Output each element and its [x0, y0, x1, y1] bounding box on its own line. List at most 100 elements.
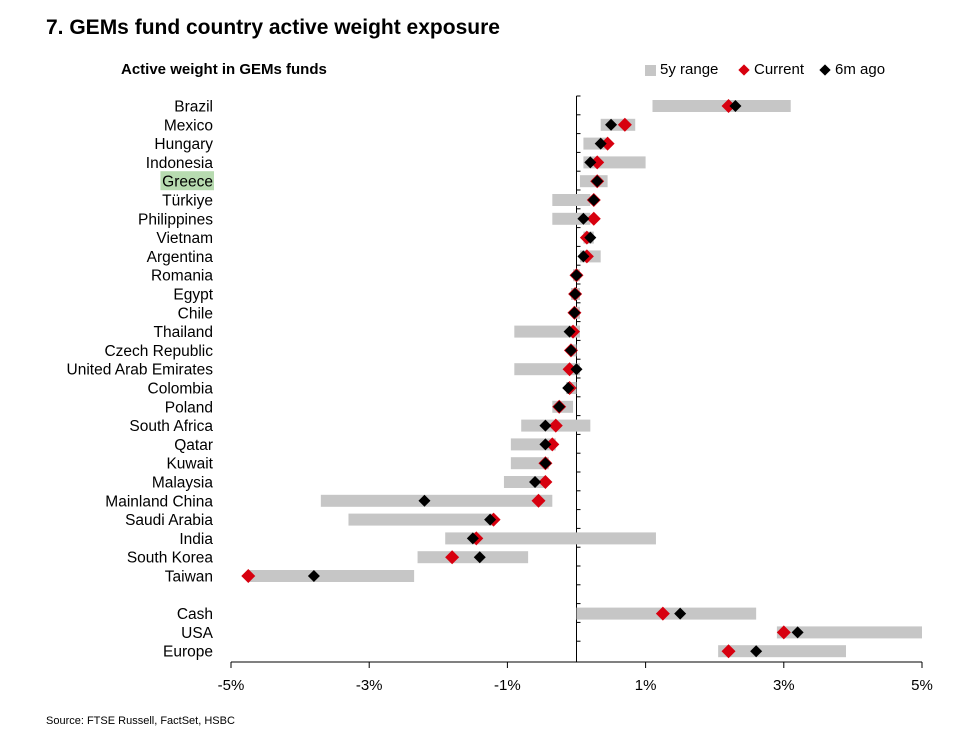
current-marker-malaysia — [538, 475, 553, 489]
current-marker-united-arab-emirates — [562, 362, 577, 377]
prior-marker-south-korea — [473, 551, 486, 564]
range-bar-kuwait — [510, 457, 549, 470]
prior-marker-brazil — [729, 100, 742, 112]
legend-range-label: 5y range — [660, 61, 719, 78]
category-label-malaysia: Malaysia — [152, 475, 214, 492]
category-label-united-arab-emirates: United Arab Emirates — [67, 362, 214, 379]
prior-marker-romania — [570, 269, 583, 282]
prior-marker-qatar — [539, 438, 552, 451]
range-bar-south-korea — [417, 551, 529, 564]
legend-item-current: Current — [738, 61, 804, 78]
current-marker-philippines — [586, 211, 601, 226]
category-label-qatar: Qatar — [174, 437, 213, 454]
prior-marker-colombia — [562, 382, 575, 394]
current-marker-europe — [721, 644, 736, 659]
category-label-south-korea: South Korea — [127, 550, 214, 567]
prior-marker-cash — [674, 607, 687, 620]
legend-item-range: 5y range — [645, 61, 718, 78]
category-label-south-africa: South Africa — [129, 418, 213, 435]
category-label-mainland-china: Mainland China — [105, 493, 213, 510]
category-label-europe: Europe — [163, 644, 213, 661]
range-bar-t-rkiye — [552, 194, 591, 206]
prior-marker-philippines — [577, 212, 590, 225]
prior-marker-chile — [568, 306, 581, 319]
prior-marker-mainland-china — [418, 494, 431, 507]
category-label-india: India — [179, 531, 213, 548]
prior-marker-czech-republic — [564, 344, 577, 357]
prior-marker-egypt — [569, 288, 582, 300]
prior-marker-europe — [750, 645, 763, 658]
prior-marker-mexico — [605, 118, 618, 131]
category-label-thailand: Thailand — [154, 324, 213, 341]
category-label-colombia: Colombia — [148, 381, 214, 398]
range-bar-thailand — [514, 325, 580, 338]
category-label-kuwait: Kuwait — [166, 456, 213, 473]
category-label-czech-republic: Czech Republic — [104, 343, 213, 360]
highlight-greece — [160, 171, 214, 191]
current-marker-hungary — [600, 136, 615, 151]
prior-marker-greece — [591, 175, 604, 188]
prior-marker-poland — [553, 400, 566, 413]
prior-marker-taiwan — [307, 570, 320, 582]
x-tick-label: -5% — [218, 677, 245, 694]
current-marker-south-korea — [445, 550, 460, 565]
category-label-romania: Romania — [151, 268, 213, 285]
range-bar-saudi-arabia — [348, 513, 494, 526]
prior-marker-kuwait — [539, 457, 552, 470]
category-label-philippines: Philippines — [138, 211, 213, 228]
category-label-argentina: Argentina — [147, 249, 214, 266]
current-marker-cash — [655, 606, 670, 621]
category-label-mexico: Mexico — [164, 117, 213, 134]
x-tick-label: -3% — [356, 677, 383, 694]
category-label-taiwan: Taiwan — [165, 569, 213, 586]
prior-marker-thailand — [563, 325, 576, 338]
category-label-chile: Chile — [178, 305, 213, 322]
category-label-indonesia: Indonesia — [146, 155, 214, 172]
current-marker-brazil — [721, 99, 736, 113]
range-bar-india — [445, 532, 656, 545]
x-tick-label: -1% — [494, 677, 521, 694]
prior-marker-malaysia — [529, 476, 542, 488]
chart-title: 7. GEMs fund country active weight expos… — [46, 16, 500, 39]
legend-range-swatch — [645, 64, 656, 76]
current-marker-taiwan — [241, 569, 256, 583]
x-tick-label: 5% — [911, 677, 933, 694]
category-label-egypt: Egypt — [173, 287, 213, 304]
prior-marker-saudi-arabia — [484, 513, 497, 526]
prior-marker-india — [466, 532, 479, 545]
chart-subtitle: Active weight in GEMs funds — [121, 61, 327, 78]
category-label-saudi-arabia: Saudi Arabia — [125, 512, 213, 529]
category-label-vietnam: Vietnam — [156, 230, 213, 247]
current-marker-south-africa — [548, 418, 563, 433]
x-tick-label: 1% — [635, 677, 657, 694]
prior-marker-united-arab-emirates — [570, 363, 583, 376]
legend-prior-label: 6m ago — [835, 61, 886, 78]
x-tick-label: 3% — [773, 677, 795, 694]
category-label-greece: Greece — [162, 174, 213, 191]
prior-marker-t-rkiye — [587, 194, 600, 206]
category-label-cash: Cash — [177, 606, 213, 623]
prior-marker-argentina — [577, 250, 590, 263]
current-marker-mainland-china — [531, 493, 546, 508]
range-bar-mainland-china — [320, 494, 553, 507]
source-note: Source: FTSE Russell, FactSet, HSBC — [46, 715, 235, 727]
category-label-usa: USA — [181, 625, 214, 642]
prior-marker-usa — [791, 626, 804, 639]
category-label-brazil: Brazil — [174, 99, 213, 116]
range-bar-united-arab-emirates — [514, 363, 580, 376]
range-bar-usa — [776, 626, 922, 639]
current-marker-mexico — [617, 117, 632, 132]
current-marker-qatar — [545, 437, 560, 452]
legend-current-label: Current — [754, 61, 805, 78]
prior-marker-hungary — [594, 137, 607, 150]
category-label-poland: Poland — [165, 399, 213, 416]
prior-marker-south-africa — [539, 419, 552, 432]
prior-marker-indonesia — [584, 156, 597, 169]
category-label-hungary: Hungary — [154, 136, 213, 153]
current-marker-indonesia — [590, 155, 605, 170]
current-marker-usa — [776, 625, 791, 640]
legend-item-prior: 6m ago — [819, 61, 885, 78]
range-bar-europe — [718, 645, 846, 658]
range-bar-taiwan — [248, 570, 415, 582]
